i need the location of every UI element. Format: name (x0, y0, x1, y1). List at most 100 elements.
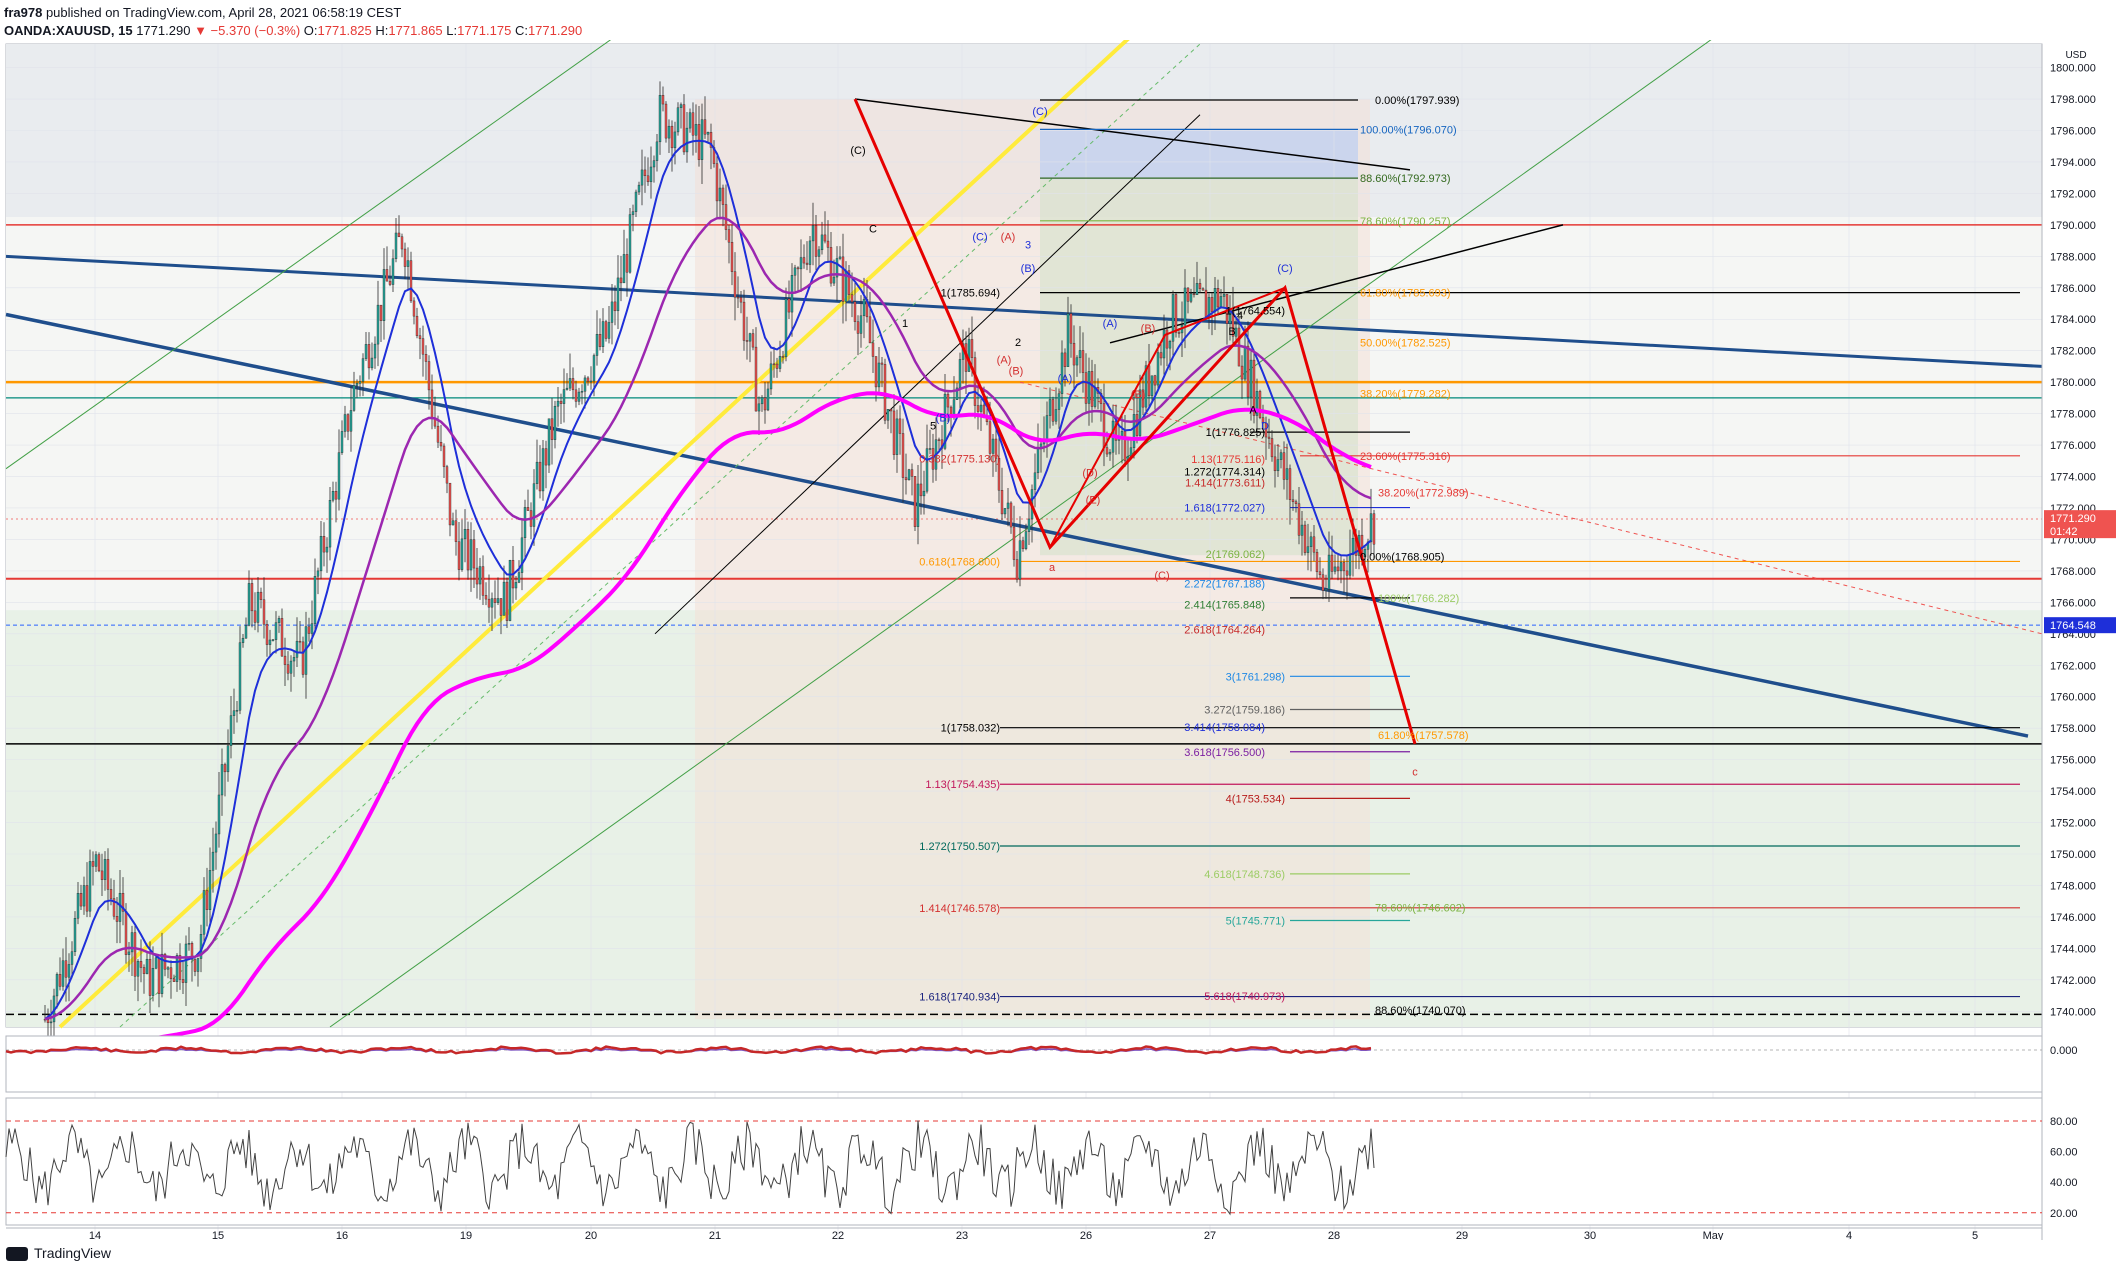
candle-body (775, 363, 779, 369)
candle-body (256, 591, 260, 623)
time-tick-label: 27 (1204, 1230, 1216, 1240)
candle-body (76, 893, 80, 919)
candle-body (751, 333, 755, 348)
candle-body (1024, 531, 1028, 549)
candle-body (67, 964, 71, 978)
time-tick-label: 14 (89, 1230, 101, 1240)
fib-label: 88.60%(1792.973) (1360, 173, 1451, 185)
candle-body (505, 581, 509, 621)
candle-body (1018, 540, 1022, 580)
fib-label: 78.60%(1790.257) (1360, 216, 1451, 228)
candle-body (1165, 329, 1169, 349)
candle-body (676, 107, 680, 133)
fib-label: 1.414(1773.611) (1185, 478, 1265, 490)
candle-body (958, 359, 962, 389)
candle-body (1192, 293, 1196, 296)
candle-body (238, 642, 242, 711)
candle-body (1252, 359, 1256, 416)
fib-label: 2(1769.062) (1206, 549, 1265, 561)
candle-body (445, 466, 449, 484)
candle-body (535, 461, 539, 484)
candle-body (415, 315, 419, 336)
candle-body (709, 131, 713, 148)
candle-body (1339, 562, 1343, 572)
candle-body (370, 357, 374, 369)
candle-body (976, 405, 980, 412)
candle-body (916, 483, 920, 527)
fib-label: 4.618(1748.736) (1204, 869, 1285, 881)
wave-label: C (869, 224, 877, 236)
candle-body (439, 442, 443, 447)
indicator-main-line (5, 1045, 1372, 1055)
candle-body (667, 125, 671, 139)
candle-body (421, 338, 425, 355)
fib-label: 1(1785.694) (941, 288, 1000, 300)
candle-body (424, 353, 428, 362)
candle-body (580, 391, 584, 393)
candle-body (733, 271, 737, 298)
price-tick-label: 1746.000 (2050, 912, 2096, 924)
candle-body (1288, 468, 1292, 500)
candle-body (247, 583, 251, 626)
wave-label: (B) (1009, 365, 1024, 377)
candle-body (1273, 456, 1277, 472)
candle-body (115, 916, 119, 922)
candle-body (1057, 393, 1061, 410)
candle-body (412, 300, 416, 317)
wave-label: (A) (997, 354, 1012, 366)
time-tick-label: 20 (585, 1230, 597, 1240)
candle-body (688, 112, 692, 129)
price-tick-label: 1754.000 (2050, 786, 2096, 798)
candle-body (79, 893, 83, 907)
candle-body (1189, 293, 1193, 302)
candle-body (1105, 447, 1109, 455)
price-tick-label: 1782.000 (2050, 346, 2096, 358)
purple-moving-average (44, 216, 1372, 1021)
fib-label: 3(1761.298) (1226, 671, 1285, 683)
fib-label: 5(1745.771) (1226, 916, 1285, 928)
candle-body (121, 893, 125, 912)
candle-body (787, 298, 791, 313)
candle-body (1285, 468, 1289, 480)
candle-body (1324, 588, 1328, 591)
candle-body (400, 236, 404, 250)
candle-body (814, 225, 818, 257)
price-tick-label: 1778.000 (2050, 409, 2096, 421)
price-chart[interactable]: (C)(C) (A)(B)(A) (B)(A)(C)(B)(D)(B)(E)(A)(… (0, 40, 2118, 1240)
candle-body (1210, 297, 1214, 312)
rsi-line (5, 1120, 1375, 1216)
time-tick-label: 28 (1328, 1230, 1340, 1240)
candle-body (877, 362, 881, 388)
candle-body (1159, 352, 1163, 359)
close-value: 1771.290 (527, 23, 583, 38)
candle-body (1219, 296, 1223, 308)
candle-body (334, 491, 338, 500)
rsi-tick-label: 60.00 (2050, 1147, 2078, 1159)
wave-label: (B) (1141, 323, 1156, 335)
fib-label: 1.618(1772.027) (1184, 503, 1265, 515)
candle-body (151, 968, 155, 996)
green-channel-1 (5, 40, 612, 470)
candle-body (85, 885, 89, 912)
candle-body (235, 710, 239, 712)
footer-brand: TradingView (6, 1245, 111, 1262)
candle-body (826, 240, 830, 248)
candle-body (475, 567, 479, 585)
candle-body (1321, 574, 1325, 591)
candle-body (946, 393, 950, 408)
candle-body (517, 572, 521, 583)
candle-body (61, 960, 65, 987)
candle-body (520, 537, 524, 573)
candle-body (211, 851, 215, 871)
candle-body (1222, 294, 1226, 297)
candle-body (838, 256, 842, 259)
candle-body (358, 381, 362, 384)
candle-body (265, 624, 269, 645)
publisher-name[interactable]: fra978 (4, 5, 43, 20)
candle-body (616, 277, 620, 312)
candle-body (742, 301, 746, 341)
candle-body (760, 397, 764, 405)
candle-body (565, 387, 569, 390)
candle-body (319, 536, 323, 572)
fib-label: 0.618(1768.600) (919, 556, 1000, 568)
